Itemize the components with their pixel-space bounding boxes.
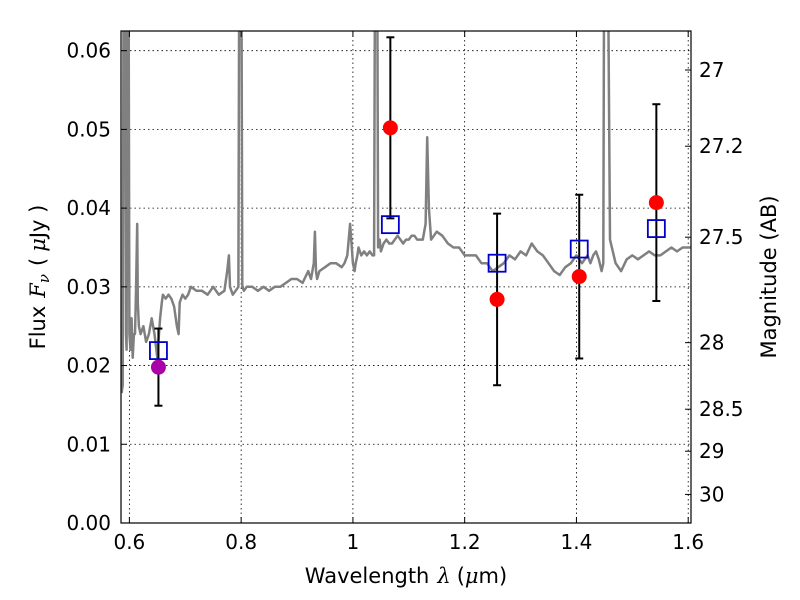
y2-tick-label: 28.5 <box>699 397 744 421</box>
axes: 0.6 0.8 1 1.2 1.4 1.6 0.00 0.01 0.02 0.03 0.04 0.05… <box>66 31 744 554</box>
y-axis-label: FluxFν(μJy ) <box>26 205 53 350</box>
y-tick-label: 0.06 <box>66 39 111 63</box>
model-spectrum-line <box>121 31 691 394</box>
observed-point <box>648 195 664 211</box>
model-photometry-square <box>380 215 400 235</box>
y2-tick-label: 27.2 <box>699 134 744 158</box>
observed-point <box>489 291 505 307</box>
model-photometry-square <box>646 219 666 238</box>
model-photometry-square <box>149 341 168 361</box>
x-tick-label: 1 <box>347 530 360 554</box>
plot-background <box>121 31 691 523</box>
y2-tick-label: 28 <box>699 331 724 355</box>
y2-tick-label: 29 <box>699 439 724 463</box>
x-axis-label: Wavelength λ (μm) <box>305 564 507 588</box>
model-photometry-square <box>487 253 507 273</box>
y2-tick-label: 30 <box>699 482 724 506</box>
y-tick-label: 0.03 <box>66 275 111 299</box>
plot-area <box>121 31 691 407</box>
y-tick-label: 0.05 <box>66 117 111 141</box>
x-tick-label: 1.2 <box>449 530 481 554</box>
model-photometry-square <box>569 239 589 259</box>
observed-point <box>150 359 166 375</box>
y-tick-label: 0.01 <box>66 432 111 456</box>
y2-axis-label: Magnitude (AB) <box>757 195 781 358</box>
y-tick-label: 0.00 <box>66 511 111 535</box>
plot-frame <box>120 30 692 524</box>
y-tick-label: 0.02 <box>66 354 111 378</box>
x-tick-label: 1.4 <box>561 530 593 554</box>
x-tick-label: 0.6 <box>113 530 145 554</box>
y2-tick-label: 27 <box>699 58 724 82</box>
observed-point <box>382 120 398 136</box>
y2-tick-label: 27.5 <box>699 225 744 249</box>
y-tick-label: 0.04 <box>66 196 111 220</box>
x-tick-label: 1.6 <box>672 530 704 554</box>
x-tick-label: 0.8 <box>225 530 257 554</box>
observed-point <box>571 269 587 285</box>
